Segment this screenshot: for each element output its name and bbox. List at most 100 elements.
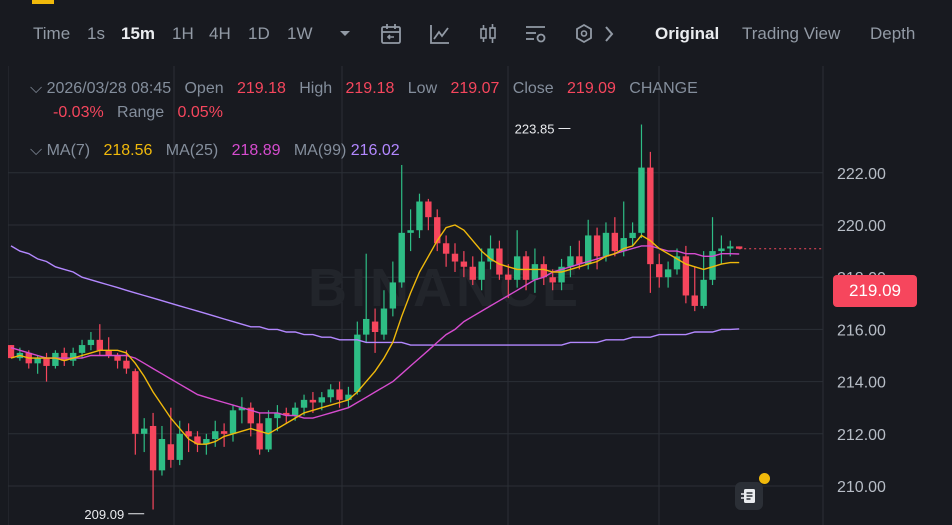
interval-1h[interactable]: 1H — [172, 24, 194, 43]
candle-body — [487, 248, 494, 262]
price-chart[interactable]: 210.00212.00214.00216.00218.00220.00222.… — [8, 66, 952, 525]
candle-body — [576, 256, 583, 265]
candle-body — [522, 256, 530, 280]
candle-body — [309, 399, 317, 403]
candle-body — [69, 352, 77, 361]
candle-body — [602, 232, 610, 257]
candle-body — [363, 318, 370, 335]
candle-body — [114, 355, 121, 361]
candle-body — [416, 201, 423, 231]
candle-body — [656, 264, 663, 278]
high-label: High — [299, 80, 333, 97]
calendar-replay-icon[interactable] — [378, 21, 404, 47]
interval-1w[interactable]: 1W — [287, 24, 313, 43]
candle-body — [496, 248, 503, 275]
interval-1d[interactable]: 1D — [248, 24, 270, 43]
candle-body — [336, 389, 343, 400]
candle-body — [425, 201, 432, 218]
ma7-value: 218.56 — [103, 142, 153, 159]
candle-body — [398, 232, 405, 283]
candle-body — [176, 433, 183, 460]
view-original-tab[interactable]: Original — [655, 24, 720, 43]
candle-body — [141, 428, 148, 434]
candle-body — [442, 243, 450, 254]
ma25-line — [10, 245, 740, 419]
candle-body — [345, 394, 352, 400]
candle-body — [238, 407, 246, 411]
view-tradingview-tab[interactable]: Trading View — [742, 24, 841, 43]
candle-body — [274, 412, 281, 419]
candle-body — [718, 248, 725, 252]
candle-body — [709, 251, 716, 280]
interval-1s[interactable]: 1s — [87, 24, 105, 43]
indicator-settings-icon[interactable] — [523, 21, 549, 47]
change-value: -0.03% — [53, 104, 104, 121]
low-value: 219.07 — [450, 80, 500, 97]
candle-body — [87, 339, 95, 346]
interval-4h[interactable]: 4H — [209, 24, 231, 43]
candle-body — [664, 269, 672, 278]
candle-body — [229, 410, 237, 434]
candle-body — [371, 321, 379, 333]
ma7-label: MA(7) — [46, 142, 91, 159]
candle-body — [212, 431, 219, 440]
candle-body — [167, 444, 175, 460]
candle-body — [505, 274, 512, 280]
candle-body — [158, 439, 166, 471]
candle-body — [549, 277, 556, 283]
notes-button[interactable] — [735, 482, 763, 510]
candle-body — [567, 256, 574, 267]
active-tab-indicator — [32, 0, 54, 4]
candle-body — [469, 266, 476, 280]
low-marker-label: 209.09 — [84, 507, 124, 522]
interval-15m[interactable]: 15m — [121, 24, 156, 43]
candle-body — [700, 279, 707, 306]
candle-body — [735, 246, 743, 249]
y-tick-label: 216.00 — [837, 322, 886, 339]
view-depth-tab[interactable]: Depth — [870, 24, 916, 43]
ma-legend-collapse-icon[interactable]: ⌵ — [30, 142, 47, 159]
open-label: Open — [184, 80, 224, 97]
candle-body — [300, 399, 308, 408]
ma-legend: ⌵ MA(7) 218.56 MA(25) 218.89 MA(99) 216.… — [30, 142, 400, 160]
high-marker-label: 223.85 — [515, 122, 555, 137]
candle-body — [8, 345, 15, 359]
candle-body — [460, 261, 468, 267]
candle-body — [611, 232, 619, 252]
candle-body — [185, 431, 192, 437]
candle-body — [247, 407, 254, 424]
last-price-tag: 219.09 — [833, 275, 917, 307]
ma99-value: 216.02 — [350, 142, 400, 159]
candle-body — [123, 360, 130, 369]
candle-body — [380, 308, 388, 335]
candle-body — [220, 431, 228, 434]
chevron-right-icon[interactable] — [597, 21, 623, 47]
candle-body — [34, 358, 41, 364]
ohlc-legend: ⌵ 2026/03/28 08:45 Open 219.18 High 219.… — [30, 80, 698, 98]
line-chart-icon[interactable] — [427, 21, 453, 47]
candle-body — [647, 167, 654, 265]
candle-body — [389, 282, 397, 309]
candle-body — [593, 235, 601, 257]
y-tick-label: 212.00 — [837, 427, 886, 444]
legend-collapse-icon[interactable]: ⌵ — [30, 80, 47, 97]
candle-body — [256, 423, 263, 450]
candlestick-icon[interactable] — [475, 21, 501, 47]
open-value: 219.18 — [236, 80, 286, 97]
y-tick-label: 214.00 — [837, 375, 886, 392]
low-label: Low — [407, 80, 438, 97]
change-legend: -0.03% Range 0.05% — [53, 104, 223, 122]
hexagon-tool-icon[interactable] — [571, 21, 597, 47]
candlestick-plot[interactable]: 210.00212.00214.00216.00218.00220.00222.… — [8, 66, 952, 525]
candle-body — [52, 352, 59, 366]
note-icon — [741, 489, 755, 503]
range-label: Range — [117, 104, 165, 121]
y-tick-label: 210.00 — [837, 479, 886, 496]
candle-body — [629, 232, 636, 239]
candle-body — [638, 167, 645, 233]
candle-body — [434, 217, 441, 244]
time-button[interactable]: Time — [33, 24, 71, 43]
more-intervals-dropdown-icon[interactable] — [332, 21, 358, 47]
candle-body — [585, 235, 592, 265]
candle-body — [354, 334, 361, 393]
